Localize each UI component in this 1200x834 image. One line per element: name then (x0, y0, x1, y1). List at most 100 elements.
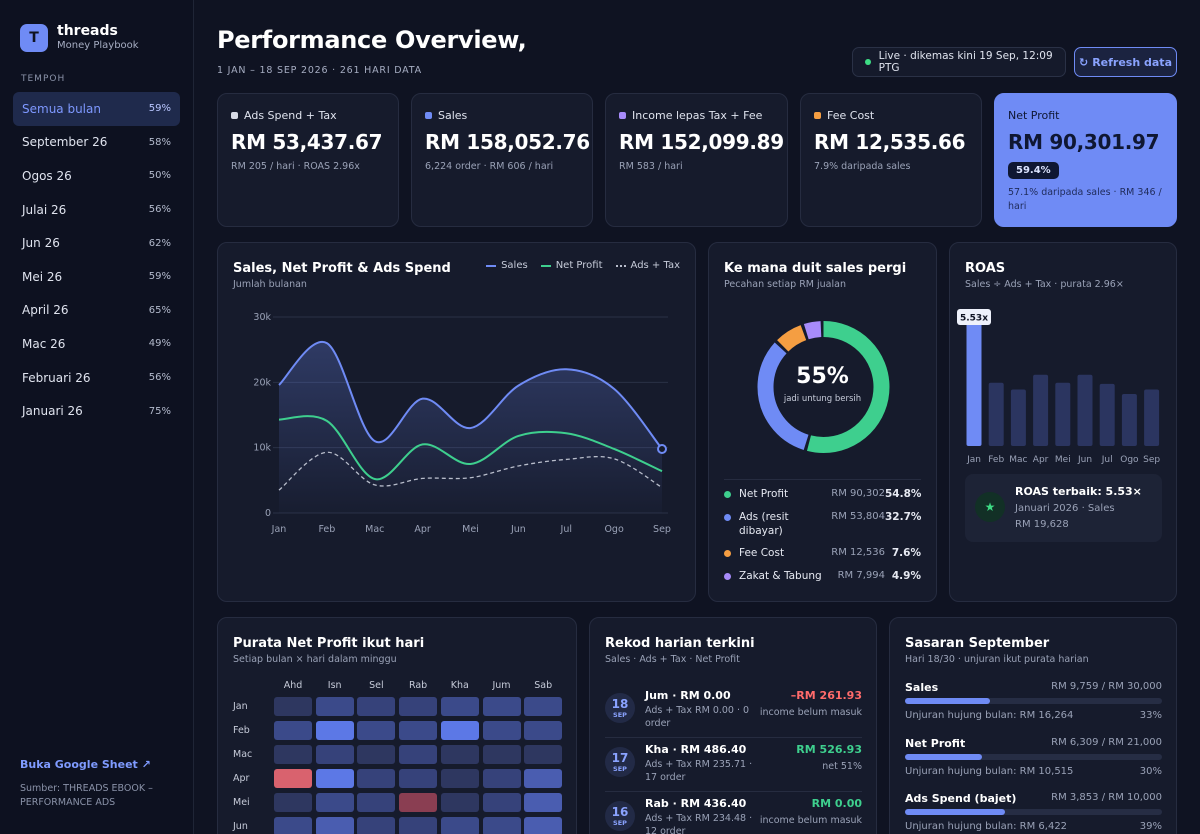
sidebar-item-period[interactable]: Ogos 26 50% (13, 159, 180, 193)
record-month: SEP (613, 819, 627, 827)
trend-chart-card: Sales, Net Profit & Ads Spend Jumlah bul… (217, 242, 696, 602)
refresh-label: Refresh data (1092, 55, 1172, 69)
sidebar-item-period[interactable]: Januari 26 75% (13, 394, 180, 428)
heatmap-cell[interactable] (399, 793, 438, 812)
refresh-data-button[interactable]: ↻ Refresh data (1074, 47, 1177, 77)
heatmap-month-label: Mac (233, 749, 253, 760)
legend-dot-icon (724, 550, 731, 557)
daily-record-row[interactable]: 16 SEP Rab · RM 436.40 Ads + Tax RM 234.48 … (605, 795, 862, 834)
x-tick-label: Feb (318, 524, 335, 535)
heatmap-cell[interactable] (315, 745, 354, 764)
heatmap-cell[interactable] (524, 721, 563, 740)
brand[interactable]: T threads Money Playbook (20, 24, 139, 52)
heatmap-cell[interactable] (274, 769, 312, 788)
period-label: Januari 26 (22, 404, 83, 419)
heatmap-cell[interactable] (482, 697, 521, 716)
sidebar-item-period[interactable]: Semua bulan 59% (13, 92, 180, 126)
sidebar-item-period[interactable]: Mac 26 49% (13, 327, 180, 361)
legend-dot-icon (724, 573, 731, 580)
record-day: 17 (611, 751, 629, 765)
sidebar-item-period[interactable]: April 26 65% (13, 294, 180, 328)
period-list: Semua bulan 59% September 26 58% Ogos 26 50% J… (13, 92, 180, 428)
record-detail: Ads + Tax RM 234.48 · 12 order (645, 813, 753, 834)
heatmap-cell[interactable] (357, 721, 396, 740)
heatmap-cell[interactable] (524, 745, 563, 764)
heatmap-cell[interactable] (315, 817, 354, 834)
period-label: September 26 (22, 135, 108, 150)
heatmap-cell[interactable] (440, 769, 479, 788)
period-label: Julai 26 (22, 202, 67, 217)
heatmap-cell[interactable] (524, 793, 563, 812)
heatmap-cell[interactable] (274, 721, 312, 740)
period-margin: 49% (148, 338, 171, 350)
breakdown-name: Ads (resit dibayar) (739, 511, 789, 537)
heatmap-month-label: Apr (233, 773, 250, 784)
ads-tax-line (278, 451, 663, 491)
heatmap-cell[interactable] (357, 745, 396, 764)
sidebar-item-period[interactable]: Jun 26 62% (13, 226, 180, 260)
heatmap-cell[interactable] (399, 697, 438, 716)
x-tick-label: Jul (1101, 455, 1113, 465)
y-tick-label: 20k (253, 377, 271, 388)
heatmap-cell[interactable] (524, 697, 563, 716)
heatmap-cell[interactable] (315, 769, 354, 788)
heatmap-cell[interactable] (399, 745, 438, 764)
heatmap-cell[interactable] (357, 793, 396, 812)
target-value: RM 6,309 / RM 21,000 (1051, 736, 1162, 748)
target-progress-fill (905, 753, 983, 760)
heatmap-cell[interactable] (357, 769, 396, 788)
record-detail: Ads + Tax RM 0.00 · 0 order (645, 705, 750, 729)
heatmap-cell[interactable] (357, 697, 396, 716)
sidebar-item-period[interactable]: Mei 26 59% (13, 260, 180, 294)
heatmap-cell[interactable] (524, 817, 563, 834)
sidebar-item-period[interactable]: September 26 58% (13, 126, 180, 160)
heatmap-cell[interactable] (440, 721, 479, 740)
heatmap-card: Purata Net Profit ikut hari Setiap bulan… (217, 617, 577, 834)
kpi-value: RM 152,099.89 (619, 130, 784, 154)
x-tick-label: Feb (988, 455, 1004, 465)
donut-center-label: jadi untung bersih (783, 394, 862, 404)
heatmap-cell[interactable] (274, 697, 312, 716)
heatmap-cell[interactable] (399, 817, 438, 834)
heatmap-cell[interactable] (440, 697, 479, 716)
roas-card: ROAS Sales ÷ Ads + Tax · purata 2.96× Ja… (949, 242, 1177, 602)
heatmap-cell[interactable] (315, 697, 354, 716)
period-section-label: TEMPOH (21, 74, 66, 84)
daily-record-row[interactable]: 17 SEP Kha · RM 486.40 Ads + Tax RM 235.71 … (605, 741, 862, 791)
heatmap-cell[interactable] (315, 793, 354, 812)
roas-bar (988, 382, 1004, 446)
breakdown-list: Net Profit RM 90,302 54.8% Ads (resit dibay… (724, 487, 921, 592)
heatmap-cell[interactable] (482, 745, 521, 764)
heatmap-cell[interactable] (482, 769, 521, 788)
page-date-range: 1 JAN – 18 SEP 2026 · 261 HARI DATA (217, 65, 422, 76)
heatmap-cell[interactable] (482, 817, 521, 834)
heatmap-cell[interactable] (274, 745, 312, 764)
heatmap-cell[interactable] (274, 793, 312, 812)
heatmap-cell[interactable] (440, 745, 479, 764)
threads-logo-icon: T (20, 24, 48, 52)
period-margin: 56% (148, 372, 171, 384)
heatmap-cell[interactable] (440, 817, 479, 834)
heatmap-cell[interactable] (315, 721, 354, 740)
kpi-note: 7.9% daripada sales (814, 161, 911, 172)
sidebar-item-period[interactable]: Julai 26 56% (13, 193, 180, 227)
sidebar-item-period[interactable]: Februari 26 56% (13, 361, 180, 395)
heatmap-cell[interactable] (524, 769, 563, 788)
open-google-sheet-link[interactable]: Buka Google Sheet ↗ (20, 758, 151, 771)
target-progress-fill (905, 809, 1006, 815)
heatmap-cell[interactable] (274, 817, 312, 834)
period-margin: 62% (148, 237, 171, 249)
heatmap-cell[interactable] (357, 817, 396, 834)
live-dot-icon (865, 59, 871, 65)
record-month: SEP (613, 711, 627, 719)
heatmap-cell[interactable] (440, 793, 479, 812)
heatmap-cell[interactable] (482, 721, 521, 740)
heatmap-month-label: Mei (233, 797, 250, 808)
roas-bar (1077, 374, 1093, 446)
heatmap-cell[interactable] (482, 793, 521, 812)
card-title: Sasaran September (905, 636, 1050, 651)
heatmap-cell[interactable] (399, 721, 438, 740)
daily-record-row[interactable]: 18 SEP Jum · RM 0.00 Ads + Tax RM 0.00 · 0 … (605, 687, 862, 737)
heatmap-cell[interactable] (399, 769, 438, 788)
period-label: Februari 26 (22, 370, 91, 385)
